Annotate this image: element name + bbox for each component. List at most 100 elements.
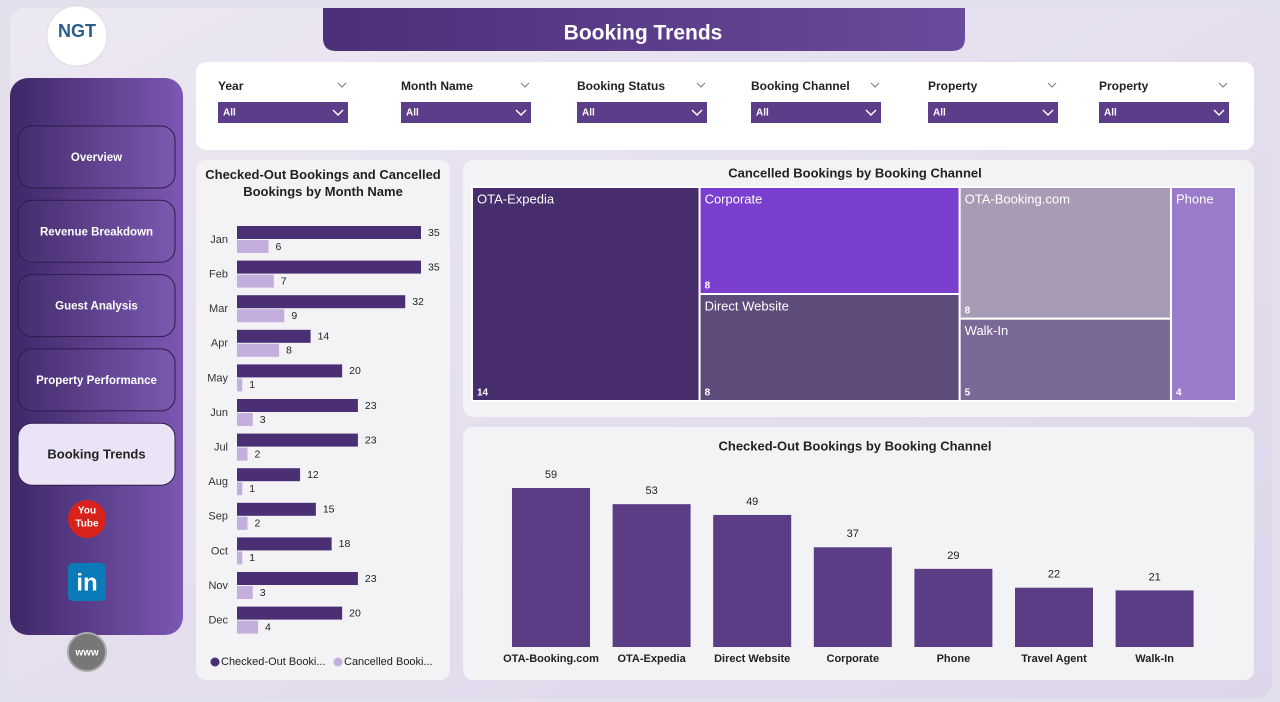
bar <box>237 378 243 392</box>
value-label: 8 <box>286 345 292 357</box>
nav-button[interactable] <box>17 199 176 263</box>
value-label: 49 <box>746 496 758 508</box>
value-label: 35 <box>428 227 440 239</box>
value-label: 1 <box>249 379 255 391</box>
filter-label: Property <box>928 79 978 93</box>
bar <box>237 572 358 585</box>
dropdown[interactable] <box>577 102 707 123</box>
bar <box>237 537 332 551</box>
cell-label: Walk-In <box>965 323 1009 338</box>
icon-text: Tube <box>75 519 99 530</box>
chevron <box>1042 109 1054 117</box>
bar <box>1115 590 1194 647</box>
icon-text: in <box>76 569 97 596</box>
bar <box>237 447 248 461</box>
bar <box>237 329 311 343</box>
x-tick-label: Travel Agent <box>1021 653 1087 665</box>
cell-label: OTA-Expedia <box>477 191 555 206</box>
cell-label: Phone <box>1176 191 1214 206</box>
y-tick-label: Oct <box>211 545 228 557</box>
bar <box>237 343 280 357</box>
logo <box>46 5 108 67</box>
bar <box>237 309 285 323</box>
y-tick-label: May <box>207 372 228 384</box>
nav-label: Revenue Breakdown <box>40 226 153 238</box>
chart-title: Checked-Out Bookings by Booking Channel <box>718 438 991 453</box>
treemap-cell <box>1169 186 1238 402</box>
bar <box>237 364 343 378</box>
legend-label: Checked-Out Booki... <box>221 656 326 668</box>
cell-label: Corporate <box>705 191 763 206</box>
nav-button[interactable] <box>17 348 176 412</box>
bar <box>914 568 993 647</box>
filter-label: Property <box>1099 79 1149 93</box>
bar <box>237 620 259 634</box>
dropdown[interactable] <box>401 102 531 123</box>
bar <box>237 586 253 599</box>
chevron <box>515 109 527 117</box>
value-label: 22 <box>1048 569 1060 581</box>
value-label: 3 <box>260 587 266 599</box>
dropdown[interactable] <box>751 102 881 123</box>
dropdown-value: All <box>223 108 236 119</box>
youtube-icon[interactable] <box>68 500 106 538</box>
nav-label: Booking Trends <box>47 447 145 462</box>
bar <box>237 502 316 516</box>
y-tick-label: Sep <box>208 511 228 523</box>
cell-label: Direct Website <box>705 298 789 313</box>
bar <box>237 295 406 309</box>
value-label: 3 <box>260 414 266 426</box>
value-label: 4 <box>1176 388 1182 399</box>
bar <box>713 514 792 647</box>
header-title: Booking Trends <box>564 22 723 45</box>
value-label: 23 <box>365 400 377 412</box>
value-label: 5 <box>965 388 971 399</box>
x-tick-label: Direct Website <box>714 653 790 665</box>
value-label: 15 <box>323 504 335 516</box>
treemap-cell <box>958 186 1172 320</box>
sidebar <box>10 78 183 635</box>
legend-label: Cancelled Booki... <box>344 656 433 668</box>
value-label: 53 <box>645 485 657 497</box>
treemap-cell <box>698 186 961 295</box>
cell-label: OTA-Booking.com <box>965 191 1070 206</box>
bar <box>612 504 691 647</box>
chevron <box>1047 82 1057 88</box>
chevron <box>1218 82 1228 88</box>
legend-marker <box>210 657 220 667</box>
treemap-cell <box>471 186 701 402</box>
bar <box>512 488 590 647</box>
value-label: 59 <box>545 469 557 481</box>
value-label: 20 <box>349 365 361 377</box>
nav-label: Overview <box>71 152 122 164</box>
value-label: 8 <box>705 388 711 399</box>
y-tick-label: Nov <box>208 580 228 592</box>
value-label: 8 <box>965 305 971 316</box>
dropdown[interactable] <box>928 102 1058 123</box>
nav-button[interactable] <box>17 274 176 338</box>
chart-title: Checked-Out Bookings and Cancelled Booki… <box>205 167 441 199</box>
web-icon[interactable] <box>67 632 107 672</box>
x-tick-label: Phone <box>937 653 971 665</box>
dropdown[interactable] <box>218 102 348 123</box>
filter-label: Year <box>218 79 244 93</box>
value-label: 12 <box>307 469 319 481</box>
value-label: 4 <box>265 621 271 633</box>
y-tick-label: Feb <box>209 269 228 281</box>
value-label: 14 <box>318 331 330 343</box>
dropdown-value: All <box>933 108 946 119</box>
icon-text: You <box>78 506 96 517</box>
value-label: 9 <box>291 310 297 322</box>
nav-button[interactable] <box>17 422 176 486</box>
linkedin-icon[interactable] <box>68 563 106 601</box>
dropdown[interactable] <box>1099 102 1229 123</box>
nav-button[interactable] <box>17 125 176 189</box>
value-label: 6 <box>276 241 282 253</box>
dropdown-value: All <box>582 108 595 119</box>
value-label: 23 <box>365 434 377 446</box>
bar <box>237 399 358 412</box>
bar <box>237 482 243 496</box>
value-label: 37 <box>847 528 859 540</box>
filter-panel <box>196 62 1254 150</box>
